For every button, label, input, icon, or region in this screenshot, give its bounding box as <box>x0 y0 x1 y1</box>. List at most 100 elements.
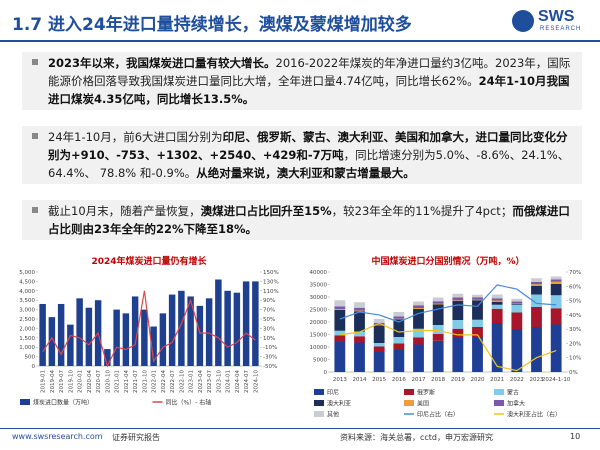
bar <box>178 290 185 366</box>
bold-text: 从绝对量来说，澳大利亚和蒙古增量最大。 <box>196 166 415 180</box>
bar-segment <box>511 304 523 313</box>
legend-label: 美国 <box>417 400 429 408</box>
bar <box>122 313 130 366</box>
tick-label: 30% <box>569 327 581 333</box>
tick-label: 20% <box>569 341 581 347</box>
bold-text: 澳煤进口占比回升至15% <box>200 204 332 218</box>
bar <box>168 294 176 366</box>
bar-segment <box>472 300 483 320</box>
x-tick-label: 2015 <box>372 377 386 383</box>
bar-segment <box>531 307 542 327</box>
bar-segment <box>550 281 562 284</box>
text: ，同比增速分别为5.0%、-8.6%、24.1%、64.4%、 78.8% 和-… <box>48 148 570 180</box>
bold-text: 2023年以来，我国煤炭进口量有较大增长。 <box>48 56 276 70</box>
bar-segment <box>472 297 483 300</box>
x-tick-label: 2022-07 <box>170 370 176 393</box>
tick-label: 3,000 <box>19 308 35 314</box>
x-tick-label: 2018 <box>431 377 445 383</box>
bar-segment <box>452 293 464 298</box>
bar <box>205 298 213 366</box>
bar-segment <box>334 306 346 309</box>
bar-segment <box>432 325 444 334</box>
x-tick-label: 2023-10 <box>216 370 222 393</box>
bar-segment <box>550 295 562 309</box>
bar <box>150 326 157 366</box>
legend-label: 蒙古 <box>507 389 519 397</box>
x-tick-label: 2022 <box>510 377 524 383</box>
bar-segment <box>413 309 424 329</box>
x-tick-label: 2016 <box>392 377 406 383</box>
tick-label: 30000 <box>310 295 328 301</box>
bar-segment <box>452 337 464 372</box>
bar <box>215 279 222 366</box>
tick-label: -50% <box>263 364 277 370</box>
bar-segment <box>354 311 365 332</box>
legend-label: 印尼 <box>327 390 339 397</box>
x-tick-label: 2024-10 <box>253 370 259 393</box>
x-tick-label: 2020 <box>471 377 485 383</box>
x-tick-label: 2023-01 <box>189 370 195 393</box>
bar <box>224 290 231 366</box>
bar-segment <box>472 299 483 301</box>
footer-source: 资料来源：海关总署，cctd，申万宏源研究 <box>340 433 494 442</box>
bar-segment <box>432 303 444 305</box>
x-tick-label: 2021-07 <box>133 370 139 393</box>
x-tick-label: 2021-10 <box>142 370 148 393</box>
tick-label: 0 <box>324 370 328 376</box>
tick-label: 4,000 <box>19 289 35 295</box>
legend-swatch <box>494 389 504 395</box>
bar-segment <box>354 336 365 343</box>
bar <box>187 296 194 366</box>
logo: SWS RESEARCH <box>512 8 586 36</box>
bar-segment <box>531 282 542 285</box>
legend-label: 同比（%）- 右轴 <box>166 399 212 407</box>
tick-label: 35000 <box>310 283 328 289</box>
bar-segment <box>354 310 365 312</box>
bar-segment <box>531 285 542 295</box>
tick-label: 1,500 <box>19 336 35 342</box>
footer-website: www.swsresearch.com <box>12 432 103 441</box>
tick-label: 40% <box>569 313 581 319</box>
bar-segment <box>511 298 523 302</box>
tick-label: 10% <box>569 356 581 362</box>
bar-segment <box>373 325 385 343</box>
bar-segment <box>373 325 385 326</box>
bar-segment <box>491 294 503 299</box>
x-tick-label: 2020-07 <box>96 370 102 393</box>
legend-swatch <box>404 400 414 406</box>
legend-label: 澳大利亚占比（右） <box>507 411 561 419</box>
bar-segment <box>393 319 405 337</box>
bar-segment <box>432 340 444 372</box>
x-tick-label: 2019-01 <box>41 370 47 393</box>
bar-segment <box>452 320 464 329</box>
tick-label: -30% <box>263 355 277 361</box>
bar-segment <box>491 300 503 302</box>
x-tick-label: 2017 <box>412 377 426 383</box>
x-tick-label: 2024-1-10 <box>542 377 571 383</box>
bar-segment <box>531 327 542 372</box>
legend-label: 煤炭进口数量（万吨） <box>33 399 93 407</box>
x-tick-label: 2020-04 <box>87 370 93 393</box>
bold-text: 印尼、俄罗斯、蒙古、澳大利亚、美国和加拿大，进口量同比变化分别为+910、-75… <box>48 130 568 162</box>
x-tick-label: 2023 <box>530 377 544 383</box>
x-tick-label: 2019-07 <box>59 370 65 393</box>
chart-svg: 中国煤炭进口分国别情况（万吨，%） 0 5000 10000 15000 20000 250… <box>310 255 582 419</box>
x-tick-label: 2020-01 <box>78 370 84 393</box>
tick-label: 30% <box>263 326 275 332</box>
bar <box>57 303 65 366</box>
bar-segment <box>393 316 405 319</box>
tick-label: 70% <box>263 308 275 314</box>
bar-segment <box>334 309 346 310</box>
tick-label: 4,500 <box>19 279 35 285</box>
bar-segment <box>413 337 424 345</box>
x-tick-label: 2022-04 <box>161 370 167 393</box>
bar-segment <box>334 300 346 307</box>
bar-segment <box>531 284 542 286</box>
bar-segment <box>393 312 405 317</box>
bar-segment <box>354 342 365 372</box>
page-number: 10 <box>570 432 581 441</box>
tick-label: 10000 <box>310 345 328 351</box>
bar-segment <box>472 327 483 337</box>
bar <box>39 303 46 366</box>
line-series <box>339 284 557 323</box>
